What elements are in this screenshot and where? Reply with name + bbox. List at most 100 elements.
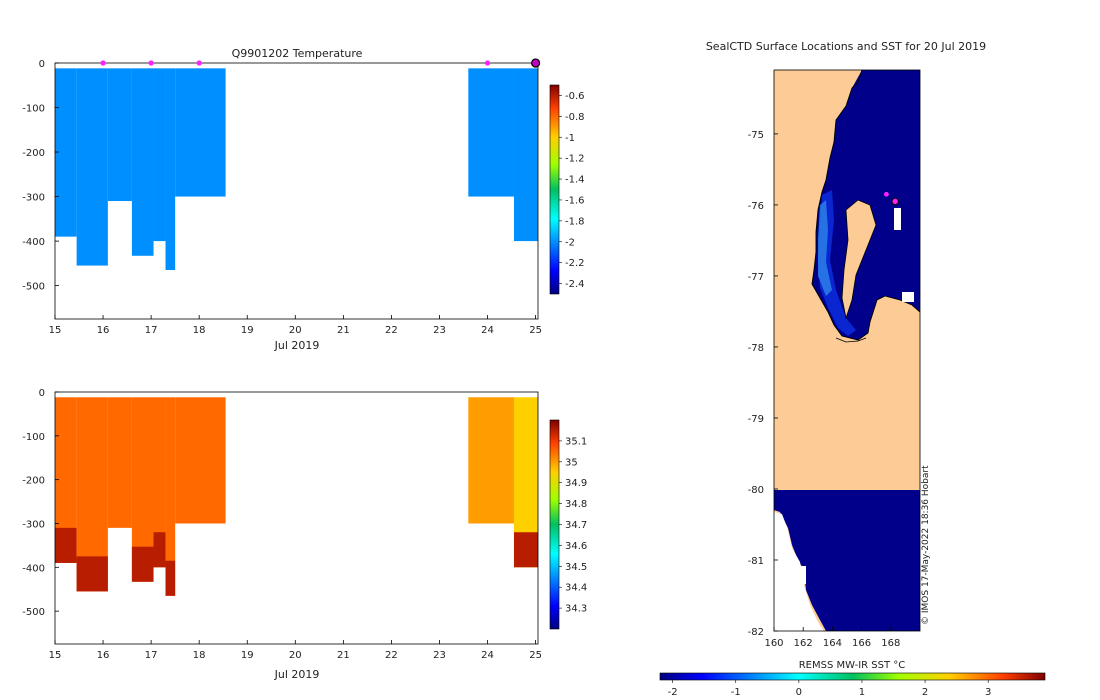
salinity-axes-frame	[54, 391, 539, 645]
colorbar-tick-label: -2.4	[565, 279, 585, 290]
colorbar-tick-label: -0.8	[565, 112, 585, 123]
x-tick-label: 24	[481, 325, 494, 336]
coastline-north	[811, 69, 921, 341]
sst-colorbar	[659, 672, 1046, 681]
x-tick-label: 24	[481, 650, 494, 661]
seal-positions	[884, 191, 899, 206]
x-tick-label: 22	[385, 650, 398, 661]
last-profile-marker	[530, 58, 541, 68]
salinity-colorbar	[549, 419, 560, 630]
profile-cell-deep	[513, 532, 538, 568]
ocean-sst-south	[774, 490, 920, 631]
temperature-cells	[55, 68, 538, 271]
profile-marker	[196, 60, 202, 66]
x-tick-label: 17	[145, 325, 158, 336]
lon-tick-label: 160	[764, 638, 783, 649]
sst-colorbar-tick-label: -2	[668, 687, 678, 698]
temperature-colorbar	[549, 84, 560, 295]
x-tick-label: 20	[289, 325, 302, 336]
profile-cell	[165, 397, 176, 596]
colorbar-tick-label: -1.4	[565, 175, 585, 186]
temperature-xlabel: Jul 2019	[274, 339, 320, 352]
temperature-y-ticks: 0 -100 -200 -300 -400 -500	[22, 59, 59, 293]
colorbar-tick-label: -2.2	[565, 258, 585, 269]
y-tick-label: -500	[22, 282, 45, 293]
x-tick-label: 21	[337, 325, 350, 336]
colorbar-tick-label: 34.3	[565, 604, 587, 615]
temperature-colorbar-ticks: -0.6 -0.8 -1 -1.2 -1.4 -1.6 -1.8 -2 -2.2 -2.4	[559, 91, 585, 290]
x-tick-label: 25	[529, 325, 542, 336]
lat-tick-label: -82	[748, 627, 764, 638]
colorbar-tick-label: 34.8	[565, 499, 587, 510]
x-tick-label: 21	[337, 650, 350, 661]
map-frame	[773, 69, 921, 632]
salinity-y-ticks: 0 -100 -200 -300 -400 -500	[22, 388, 59, 618]
sst-map-plot: SealCTD Surface Locations and SST for 20…	[659, 40, 1046, 698]
open-water-patch	[894, 208, 901, 230]
profile-cell-deep	[153, 532, 166, 568]
lat-tick-label: -79	[748, 414, 764, 425]
y-tick-label: -100	[22, 432, 45, 443]
sst-colorbar-ticks: -2 -1 0 1 2 3	[668, 680, 991, 698]
colorbar-tick-label: 34.7	[565, 520, 587, 531]
profile-cell	[175, 68, 226, 197]
profile-cell	[468, 68, 514, 197]
salinity-xlabel: Jul 2019	[274, 668, 320, 681]
x-tick-label: 18	[193, 325, 206, 336]
y-tick-label: 0	[39, 388, 45, 399]
lat-tick-label: -75	[748, 130, 764, 141]
south-open-water-2	[796, 566, 806, 584]
profile-cell	[165, 68, 176, 271]
lon-tick-label: 166	[852, 638, 871, 649]
colorbar-tick-label: -1.2	[565, 154, 585, 165]
ocean-sst-coastal-bright	[818, 200, 832, 296]
profile-cell	[131, 397, 154, 582]
x-tick-label: 15	[49, 650, 62, 661]
temperature-x-ticks: 15 16 17 18 19 20 21 22 23 24 25	[49, 315, 542, 336]
profile-marker	[484, 60, 491, 66]
x-tick-label: 23	[433, 325, 446, 336]
x-tick-label: 22	[385, 325, 398, 336]
map-title: SealCTD Surface Locations and SST for 20…	[706, 40, 986, 53]
map-lon-ticks: 160 162 164 166 168	[764, 627, 900, 649]
y-tick-label: -300	[22, 193, 45, 204]
profile-cell	[468, 397, 514, 524]
ross-island-coast	[841, 199, 877, 320]
colorbar-tick-label: 34.6	[565, 541, 587, 552]
profile-cell	[153, 68, 166, 242]
y-tick-label: -400	[22, 563, 45, 574]
lat-tick-label: -76	[748, 201, 764, 212]
lat-tick-label: -77	[748, 272, 764, 283]
profile-cell-deep	[131, 546, 154, 582]
profile-cell	[153, 397, 166, 568]
sst-colorbar-tick-label: 2	[922, 687, 928, 698]
profile-cell-deep	[76, 556, 108, 592]
x-tick-label: 19	[241, 650, 254, 661]
x-tick-label: 19	[241, 325, 254, 336]
y-tick-label: -100	[22, 104, 45, 115]
colorbar-tick-label: 35.1	[565, 436, 587, 447]
open-water-patch-2	[902, 292, 914, 302]
sst-colorbar-tick-label: 3	[985, 687, 991, 698]
colorbar-tick-label: 34.9	[565, 478, 587, 489]
profile-cell	[76, 68, 108, 266]
lon-tick-label: 164	[823, 638, 842, 649]
profile-cell	[107, 68, 132, 202]
salinity-colorbar-ticks: 35.1 35 34.9 34.8 34.7 34.6 34.5 34.4 34.3	[559, 436, 587, 615]
profile-cell-deep	[165, 560, 176, 596]
x-tick-label: 16	[97, 325, 110, 336]
x-tick-label: 20	[289, 650, 302, 661]
profile-cell	[55, 68, 77, 237]
profile-cell-deep	[55, 527, 77, 563]
salinity-section-plot: 15 16 17 18 19 20 21 22 23 24 25 0 -100 -200 -300 -400…	[22, 388, 587, 681]
seal-position-marker	[884, 191, 889, 197]
temperature-axes-frame	[54, 62, 539, 320]
x-tick-label: 15	[49, 325, 62, 336]
colorbar-tick-label: 34.5	[565, 562, 587, 573]
seal-position-marker	[891, 197, 899, 206]
colorbar-tick-label: -1.8	[565, 216, 585, 227]
colorbar-tick-label: 35	[565, 457, 578, 468]
lon-tick-label: 168	[881, 638, 900, 649]
profile-markers	[100, 58, 541, 68]
